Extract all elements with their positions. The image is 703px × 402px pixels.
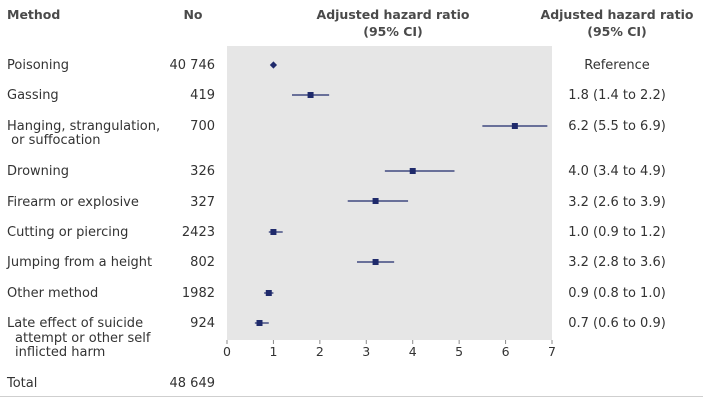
header-ahr-ci-line1: Adjusted hazard ratio — [540, 7, 694, 22]
row-label: Cutting or piercing — [7, 225, 129, 240]
x-tick-label: 4 — [409, 344, 417, 359]
row-label: Poisoning — [7, 58, 70, 73]
point-estimate — [511, 123, 518, 129]
row-count: 700 — [190, 119, 215, 134]
row-count: 2423 — [181, 225, 215, 240]
row-label: Late effect of suicide — [7, 316, 144, 331]
row-label: Firearm or explosive — [7, 195, 139, 210]
row-label: Jumping from a height — [7, 255, 153, 270]
row-hazard-ratio: 4.0 (3.4 to 4.9) — [568, 164, 666, 179]
row-hazard-ratio: 3.2 (2.6 to 3.9) — [568, 195, 666, 210]
row-hazard-ratio: 1.0 (0.9 to 1.2) — [568, 225, 666, 240]
row-count: 1982 — [181, 286, 215, 301]
row-count: 326 — [190, 164, 215, 179]
plot-background — [227, 46, 552, 340]
point-estimate — [409, 168, 416, 174]
point-estimate — [307, 92, 314, 98]
row-count: 40 746 — [169, 58, 216, 73]
row-hazard-ratio: Reference — [584, 58, 650, 73]
row-hazard-ratio: 3.2 (2.8 to 3.6) — [568, 255, 666, 270]
header-no: No — [183, 7, 203, 22]
row-label: Hanging, strangulation, — [7, 119, 161, 134]
row-count: 802 — [190, 255, 215, 270]
header-method: Method — [7, 7, 61, 22]
row-label-cont: inflicted harm — [15, 345, 106, 360]
total-count: 48 649 — [169, 376, 216, 391]
point-estimate — [270, 229, 277, 235]
total-label: Total — [7, 376, 38, 391]
row-count: 924 — [190, 316, 215, 331]
row-label-cont: or suffocation — [7, 133, 101, 148]
row-label: Drowning — [7, 164, 69, 179]
bottom-rule — [0, 396, 703, 397]
point-estimate — [372, 259, 379, 265]
row-hazard-ratio: 0.9 (0.8 to 1.0) — [568, 286, 666, 301]
header-adjusted-hazard-ratio: Adjusted hazard ratio (95% CI) — [298, 6, 488, 40]
x-tick-label: 5 — [455, 344, 463, 359]
row-hazard-ratio: 6.2 (5.5 to 6.9) — [568, 119, 666, 134]
row-label: Other method — [7, 286, 99, 301]
x-tick-label: 0 — [223, 344, 231, 359]
x-tick-label: 3 — [362, 344, 370, 359]
row-hazard-ratio: 0.7 (0.6 to 0.9) — [568, 316, 666, 331]
row-label-cont: attempt or other self — [15, 331, 151, 346]
row-hazard-ratio: 1.8 (1.4 to 2.2) — [568, 88, 666, 103]
x-tick-label: 6 — [502, 344, 510, 359]
row-count: 419 — [190, 88, 215, 103]
header-ahr-line2: (95% CI) — [363, 24, 423, 39]
header-adjusted-hazard-ratio-ci: Adjusted hazard ratio (95% CI) — [532, 6, 702, 40]
x-axis-ticks: 0 1 2 3 4 5 6 7 — [223, 340, 556, 359]
point-estimate — [256, 320, 263, 326]
forest-marks — [254, 61, 548, 326]
x-tick-label: 1 — [269, 344, 277, 359]
reference-marker — [269, 61, 278, 69]
x-tick-label: 2 — [316, 344, 324, 359]
header-ahr-line1: Adjusted hazard ratio — [316, 7, 470, 22]
row-label: Gassing — [7, 88, 59, 103]
point-estimate — [372, 198, 379, 204]
header-ahr-ci-line2: (95% CI) — [587, 24, 647, 39]
point-estimate — [265, 290, 272, 296]
x-tick-label: 7 — [548, 344, 556, 359]
row-count: 327 — [190, 195, 215, 210]
